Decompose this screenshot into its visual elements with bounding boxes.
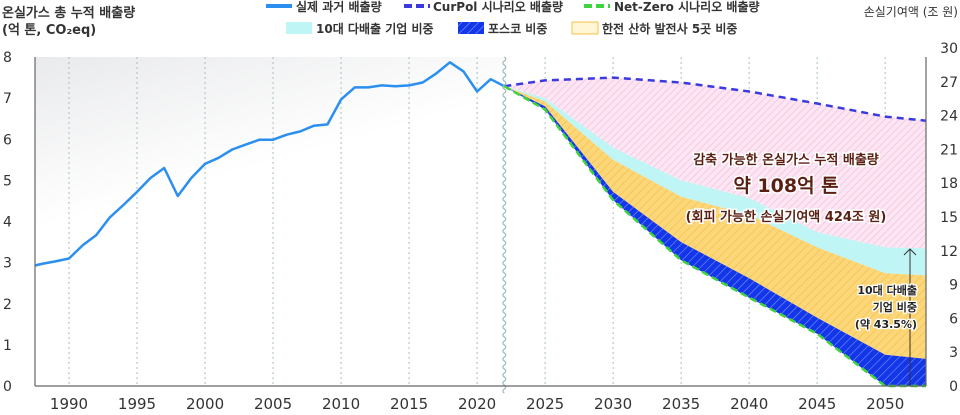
right-tick-label: 21 bbox=[940, 142, 958, 158]
avoidable-loss: (회피 가능한 손실기여액 424조 원) bbox=[686, 209, 887, 225]
legend-swatch-kepco bbox=[571, 21, 599, 35]
legend-label-curpol: CurPol 시나리오 배출량 bbox=[433, 0, 563, 14]
left-tick-label: 8 bbox=[3, 50, 12, 66]
top10-label-line2: 기업 비중 bbox=[873, 300, 917, 314]
x-tick-label: 1995 bbox=[118, 395, 156, 411]
curpol-line bbox=[504, 76, 927, 122]
x-tick-label: 2020 bbox=[458, 395, 496, 411]
left-tick-label: 6 bbox=[3, 132, 12, 148]
right-tick-label: 30 bbox=[940, 41, 958, 57]
top10-area bbox=[504, 86, 926, 276]
netzero-line bbox=[503, 85, 926, 388]
legend-label-actual: 실제 과거 배출량 bbox=[296, 0, 382, 14]
right-axis-title: 손실기여액 (조 원) bbox=[864, 5, 958, 19]
x-tick-label: 2015 bbox=[390, 395, 428, 411]
legend: 실제 과거 배출량 CurPol 시나리오 배출량 Net-Zero 시나리오 … bbox=[266, 0, 760, 36]
legend-swatch-top10 bbox=[286, 22, 312, 34]
left-tick-label: 3 bbox=[3, 256, 12, 272]
posco-area bbox=[504, 86, 926, 386]
top10-arrowhead bbox=[903, 248, 917, 256]
left-tick-label: 0 bbox=[3, 379, 12, 395]
axis-break bbox=[502, 56, 507, 394]
left-tick-label: 7 bbox=[3, 91, 12, 107]
legend-label-posco: 포스코 비중 bbox=[488, 21, 547, 36]
left-axis-title-line1: 온실가스 총 누적 배출량 bbox=[2, 5, 135, 21]
top10-label-line3: (약 43.5%) bbox=[855, 317, 917, 331]
left-axis-title-line2: (억 톤, CO₂eq) bbox=[2, 23, 96, 38]
x-tick-label: 2040 bbox=[730, 395, 768, 411]
left-tick-label: 4 bbox=[3, 215, 12, 231]
right-tick-label: 15 bbox=[940, 210, 958, 226]
right-tick-label: 12 bbox=[940, 244, 958, 260]
right-tick-label: 24 bbox=[940, 109, 958, 125]
left-tick-label: 1 bbox=[3, 338, 12, 354]
reducible-area bbox=[504, 77, 926, 249]
legend-swatch-actual bbox=[266, 4, 292, 8]
kepco-area bbox=[504, 86, 926, 359]
right-tick-label: 0 bbox=[949, 379, 958, 395]
actual-emissions-line bbox=[34, 61, 505, 267]
x-tick-label: 2005 bbox=[254, 395, 292, 411]
legend-swatch-posco bbox=[458, 22, 484, 34]
legend-label-netzero: Net-Zero 시나리오 배출량 bbox=[614, 0, 760, 14]
reducible-value: 약 108억 톤 bbox=[733, 175, 838, 197]
legend-label-kepco: 한전 산하 발전사 5곳 비중 bbox=[602, 21, 737, 36]
right-tick-label: 3 bbox=[949, 345, 958, 361]
annotations: 감축 가능한 온실가스 누적 배출량 약 108억 톤 (회피 가능한 손실기여… bbox=[684, 151, 918, 386]
x-tick-label: 2025 bbox=[526, 395, 564, 411]
right-tick-label: 6 bbox=[949, 311, 958, 327]
left-tick-label: 2 bbox=[3, 297, 12, 313]
left-tick-label: 5 bbox=[3, 173, 12, 189]
x-tick-label: 2050 bbox=[866, 395, 904, 411]
x-tick-label: 2000 bbox=[186, 395, 224, 411]
right-tick-label: 18 bbox=[940, 176, 958, 192]
top10-label-line1: 10대 다배출 bbox=[857, 283, 917, 297]
x-tick-label: 1990 bbox=[50, 395, 88, 411]
right-tick-label: 9 bbox=[949, 278, 958, 294]
legend-label-top10: 10대 다배출 기업 비중 bbox=[316, 21, 434, 36]
x-tick-label: 2010 bbox=[322, 395, 360, 411]
x-tick-label: 2045 bbox=[798, 395, 836, 411]
x-tick-label: 2030 bbox=[594, 395, 632, 411]
x-tick-label: 2035 bbox=[662, 395, 700, 411]
reducible-title: 감축 가능한 온실가스 누적 배출량 bbox=[693, 152, 879, 168]
history-background bbox=[35, 57, 508, 386]
right-tick-label: 27 bbox=[940, 75, 958, 91]
